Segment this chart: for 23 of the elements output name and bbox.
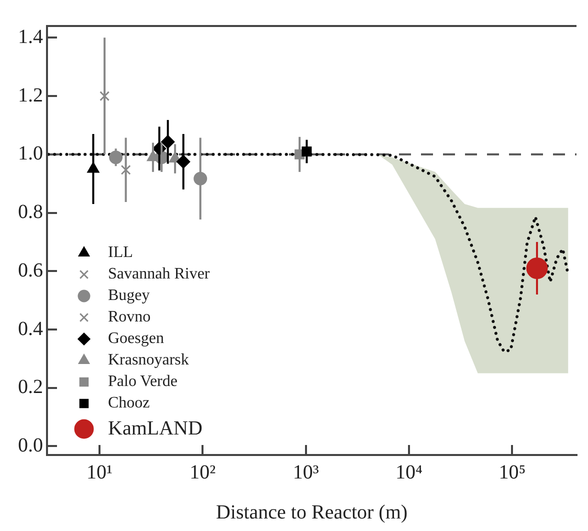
y-tick-label: 1.0: [18, 142, 43, 165]
legend-label: Krasnoyarsk: [108, 352, 189, 369]
legend-label: Chooz: [108, 394, 150, 412]
y-tick-label: 0.0: [18, 434, 43, 456]
y-tick-label: 0.4: [18, 318, 43, 340]
x-tick-label: 10¹: [86, 461, 112, 484]
legend-label: KamLAND: [108, 417, 202, 440]
y-tick-label: 1.4: [18, 26, 43, 48]
y-tick-label: 0.2: [18, 376, 43, 398]
legend-label: Rovno: [108, 308, 151, 326]
legend-label: Savannah River: [108, 266, 210, 283]
legend-label: Bugey: [108, 287, 150, 304]
y-tick-label: 0.8: [18, 201, 43, 224]
y-tick-label: 0.6: [18, 259, 43, 282]
x-tick-label: 10⁴: [396, 461, 423, 484]
legend-label: ILL: [108, 244, 133, 262]
x-tick-label: 10²: [190, 461, 216, 484]
y-tick-label: 1.2: [18, 84, 43, 106]
legend-label: Palo Verde: [108, 373, 178, 390]
x-tick-label: 10⁵: [498, 461, 526, 484]
x-axis-title: Distance to Reactor (m): [216, 501, 408, 524]
legend-label: Goesgen: [108, 330, 164, 348]
x-tick-label: 10³: [292, 461, 319, 484]
